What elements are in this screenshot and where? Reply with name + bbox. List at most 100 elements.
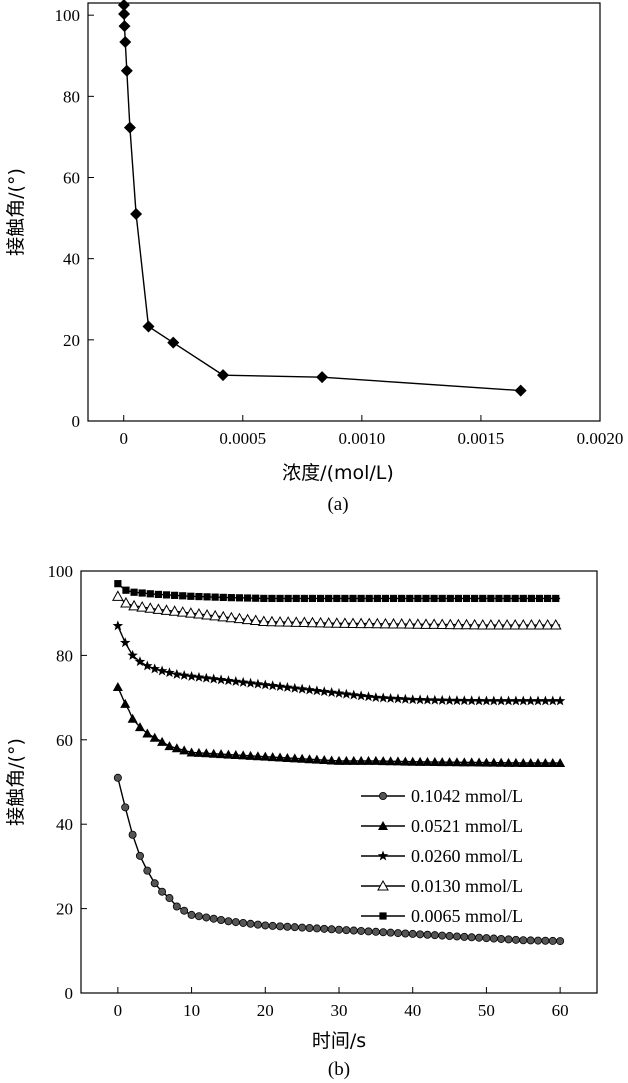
chart-b-series-2-point	[554, 695, 566, 706]
chart-b-x-tick-label: 30	[331, 1001, 348, 1020]
chart-b-series-4-point	[268, 594, 276, 603]
chart-b-series-4-point	[227, 594, 235, 602]
chart-b-series-4-point	[446, 594, 454, 603]
chart-b-series-0-point	[312, 924, 321, 933]
chart-b-series-2-point	[171, 668, 183, 679]
chart-b-series-2-point	[414, 694, 426, 705]
chart-b-series-2-point	[164, 667, 175, 678]
chart-b-series-2	[112, 620, 566, 706]
chart-b-series-3-point	[176, 606, 189, 617]
chart-b-series-3-point	[201, 608, 213, 620]
chart-b-series-3-point	[541, 618, 554, 630]
chart-b-series-1-point	[348, 755, 359, 765]
chart-b-series-4-point	[381, 594, 390, 603]
chart-b-series-3-point	[533, 618, 546, 630]
chart-b-series-4-point	[243, 594, 252, 602]
chart-b-series-2-point	[186, 671, 197, 681]
chart-b-series-0-point	[202, 913, 211, 922]
chart-b-series-1-point	[341, 755, 352, 765]
chart-b-series-1-point	[326, 755, 337, 765]
chart-b-series-2-point	[422, 694, 433, 705]
chart-b-legend-entry-3: 0.0130 mmol/L	[361, 876, 523, 896]
chart-b-series-2-point	[466, 695, 477, 706]
chart-b-series-1-point	[319, 755, 330, 765]
chart-b-series-3-point	[330, 617, 343, 628]
chart-b-series-1-point	[422, 756, 433, 766]
chart-b-series-2-point	[459, 695, 470, 706]
chart-b-series-0-point	[268, 921, 277, 930]
chart-b-series-4-point	[187, 592, 195, 600]
chart-b-series-0-point	[209, 914, 218, 923]
chart-b-series-0-point	[298, 923, 307, 932]
chart-b-series-3-point	[403, 618, 416, 629]
chart-b-series-1-point	[267, 752, 278, 762]
chart-b-series-2-point	[510, 695, 522, 706]
chart-a-x-tick-label: 0.0010	[338, 429, 385, 448]
chart-b-series-1-point	[282, 752, 293, 762]
chart-b-legend-marker	[378, 821, 388, 830]
chart-b-legend-label: 0.0130 mmol/L	[411, 876, 523, 896]
chart-b-series-2-point	[215, 674, 227, 685]
chart-b-series-1-point	[370, 755, 381, 765]
chart-b-series-2-point	[392, 693, 404, 704]
chart-b-x-tick-label: 50	[478, 1001, 495, 1020]
chart-b-series-0-point	[276, 922, 285, 931]
chart-b-series-0-point	[239, 918, 248, 927]
chart-b-series-0-point	[194, 912, 203, 921]
chart-b-series-0-point	[342, 926, 351, 935]
chart-b-series-2-point	[193, 671, 205, 682]
chart-b-series-0-point	[556, 937, 565, 946]
chart-b-series-3-point	[298, 616, 311, 628]
chart-b-series-0	[113, 773, 565, 946]
chart-b-series-3-point	[314, 616, 327, 628]
chart-b-series-1-point	[555, 758, 566, 768]
chart-b-series-4-point	[333, 594, 341, 603]
chart-b-series-4-point	[252, 594, 260, 602]
chart-b-series-2-point	[208, 673, 219, 684]
chart-b-series-3-point	[257, 615, 270, 626]
chart-b-series-1-point	[481, 757, 492, 767]
chart-b-series-4-point	[552, 594, 560, 603]
chart-b-series-4-point	[276, 594, 284, 603]
chart-b-y-tick-label: 20	[56, 900, 73, 919]
chart-b-series-2-point	[495, 695, 507, 706]
chart-b-series-3-point	[339, 617, 351, 628]
chart-b-series-4-point	[438, 594, 446, 603]
chart-b-series-1-point	[392, 756, 403, 766]
chart-b-series-0-point	[187, 910, 196, 919]
chart-b-series-2-point	[149, 663, 160, 674]
chart-b-series-3-point	[363, 617, 376, 629]
chart-b-series-4-point	[260, 594, 268, 602]
chart-b-series-4-point	[130, 588, 138, 596]
chart-b-caption: (b)	[328, 1059, 350, 1080]
chart-a-x-tick-label: 0.0015	[458, 429, 505, 448]
chart-b-series-4-point	[195, 592, 203, 601]
chart-b-series-4-point	[430, 594, 438, 603]
chart-b-series-0-point	[497, 934, 506, 943]
chart-b-series-0-point	[327, 925, 336, 934]
chart-b-series-3-point	[412, 618, 424, 629]
chart-b-series-3-point	[136, 601, 149, 612]
chart-b-series-4-point	[154, 590, 162, 599]
chart-b-series-0-point	[423, 930, 432, 939]
chart-b-x-tick-label: 60	[552, 1001, 569, 1020]
chart-b-series-3-point	[322, 617, 335, 628]
chart-b-series-0-point	[165, 894, 174, 903]
chart-b-series-0-point	[121, 803, 130, 812]
chart-b-series-1-point	[245, 750, 256, 760]
chart-b-series-0-point	[416, 930, 425, 939]
chart-b-series-3-point	[160, 604, 173, 615]
chart-a-series-0-point	[123, 121, 136, 134]
chart-b-series-2-point	[341, 688, 352, 699]
chart-b-series-0-point	[482, 934, 491, 943]
chart-b-series-2-point	[363, 691, 374, 702]
chart-b-y-tick-label: 40	[56, 815, 73, 834]
chart-b-series-1	[112, 682, 566, 768]
chart-b-series-1-point	[415, 756, 426, 766]
chart-b-series-1-point	[289, 753, 300, 763]
chart-b-series-1-point	[186, 747, 197, 757]
chart-b-y-tick-label: 60	[56, 731, 73, 750]
chart-a-series-0-line	[123, 5, 521, 392]
chart-b-series-0-point	[386, 928, 395, 937]
chart-b-series-0-point	[290, 923, 299, 932]
